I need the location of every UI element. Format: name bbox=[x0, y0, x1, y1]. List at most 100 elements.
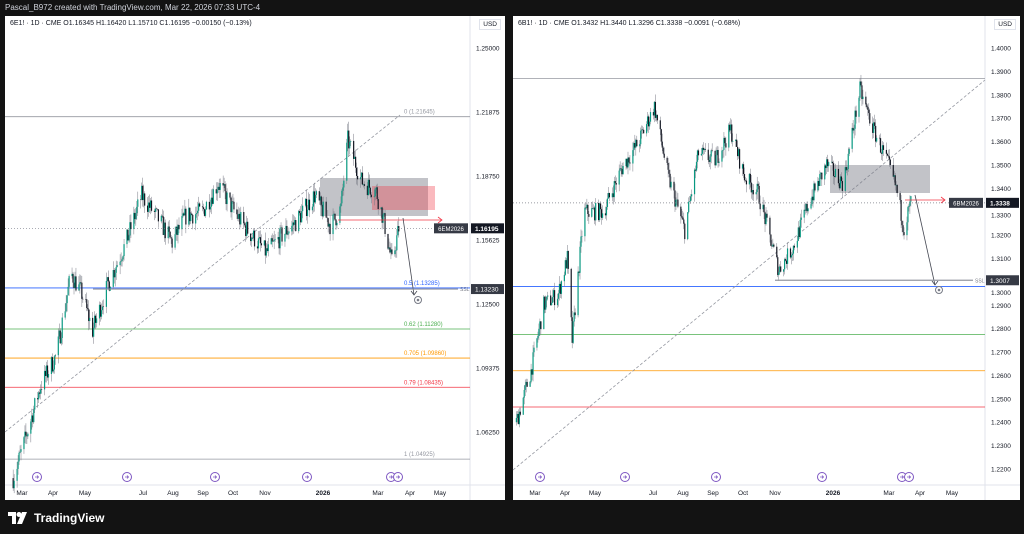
candle-body bbox=[885, 149, 888, 154]
time-tick: Oct bbox=[738, 490, 748, 497]
candle-body bbox=[642, 129, 644, 131]
candle-body bbox=[136, 206, 138, 214]
candle-body bbox=[899, 193, 901, 200]
candle-body bbox=[743, 174, 746, 181]
candle-body bbox=[226, 192, 228, 205]
candle-body bbox=[53, 356, 55, 370]
candle-body bbox=[112, 270, 114, 287]
candle-body bbox=[855, 110, 857, 117]
candle-body bbox=[95, 318, 98, 323]
candle-body bbox=[737, 146, 739, 157]
price-chart-left[interactable]: 1.25000 1.21875 1.18750 1.15625 1.12500 1.093… bbox=[0, 0, 512, 500]
candle-body bbox=[333, 213, 335, 215]
candle-body bbox=[332, 214, 334, 235]
time-tick: Sep bbox=[197, 490, 209, 497]
candle-body bbox=[99, 304, 102, 317]
time-tick: May bbox=[589, 490, 602, 497]
time-tick: Mar bbox=[16, 490, 28, 497]
candle-body bbox=[599, 203, 601, 221]
tradingview-logo[interactable]: TradingView bbox=[8, 511, 104, 525]
last-price-badge bbox=[986, 197, 1019, 208]
candle-body bbox=[715, 154, 717, 166]
candle-body bbox=[785, 260, 788, 264]
candle-body bbox=[236, 209, 238, 215]
candle-body bbox=[387, 233, 389, 249]
candle-body bbox=[819, 174, 821, 186]
candle-body bbox=[82, 298, 84, 300]
candle-body bbox=[335, 219, 337, 226]
candle-body bbox=[591, 208, 593, 217]
candle-body bbox=[360, 172, 363, 178]
candle-body bbox=[161, 215, 163, 217]
candle-body bbox=[844, 167, 846, 191]
candle-body bbox=[67, 286, 69, 296]
candle-body bbox=[604, 213, 607, 216]
candle-body bbox=[828, 162, 830, 167]
time-tick: Aug bbox=[167, 490, 179, 497]
candle-body bbox=[799, 219, 801, 238]
candle-body bbox=[232, 201, 234, 202]
fib-level-label: 0.62 (1.11280) bbox=[404, 322, 443, 328]
price-chart-right[interactable]: 1.4000 1.3900 1.3800 1.3700 1.3600 1.3500 1.34… bbox=[0, 0, 1024, 500]
candle-body bbox=[711, 150, 713, 151]
candle-body bbox=[718, 161, 720, 163]
candle-body bbox=[191, 213, 193, 215]
candle-body bbox=[25, 431, 27, 436]
candle-body bbox=[27, 433, 29, 437]
candle-body bbox=[798, 227, 800, 238]
candle-body bbox=[530, 369, 532, 382]
chart-panel-left[interactable]: 6E1! · 1D · CME O1.16345 H1.16420 L1.157… bbox=[5, 16, 505, 500]
candle-body bbox=[741, 164, 744, 169]
candle-body bbox=[30, 421, 32, 434]
candle-body bbox=[116, 265, 118, 267]
candle-body bbox=[606, 198, 609, 208]
candle-body bbox=[880, 152, 883, 154]
candle-body bbox=[594, 207, 596, 221]
candle-body bbox=[846, 169, 848, 171]
chart-panel-right[interactable]: 6B1! · 1D · CME O1.3432 H1.3440 L1.3296 … bbox=[513, 16, 1020, 500]
candle-body bbox=[396, 235, 398, 251]
candle-body bbox=[840, 176, 842, 182]
candle-body bbox=[780, 266, 782, 272]
candle-body bbox=[653, 101, 656, 116]
candle-body bbox=[601, 213, 604, 218]
candle-body bbox=[867, 107, 869, 110]
ssl-label: SSL bbox=[975, 278, 985, 284]
candle-body bbox=[88, 309, 90, 322]
candle-body bbox=[645, 124, 648, 134]
candle-body bbox=[773, 244, 775, 247]
candle-body bbox=[94, 315, 97, 323]
currency-button[interactable]: USD bbox=[479, 19, 501, 30]
candle-body bbox=[175, 226, 177, 235]
arrow-head-icon bbox=[940, 196, 946, 204]
candle-body bbox=[804, 209, 806, 211]
candle-body bbox=[224, 184, 226, 192]
candle-body bbox=[219, 183, 221, 190]
candle-body bbox=[564, 260, 566, 275]
candle-body bbox=[526, 381, 528, 387]
candle-body bbox=[374, 189, 376, 197]
candle-body bbox=[129, 222, 131, 236]
candle-body bbox=[106, 277, 108, 281]
time-tick: Jul bbox=[649, 490, 658, 497]
candle-body bbox=[661, 141, 663, 148]
candle-body bbox=[566, 250, 568, 269]
candle-body bbox=[160, 215, 162, 222]
candle-body bbox=[571, 317, 573, 343]
currency-button[interactable]: USD bbox=[994, 19, 1016, 30]
candle-body bbox=[142, 185, 144, 201]
candle-body bbox=[115, 266, 117, 273]
candle-body bbox=[81, 282, 83, 299]
candle-body bbox=[252, 230, 255, 239]
time-tick: May bbox=[434, 490, 447, 497]
candle-body bbox=[595, 202, 597, 221]
candle-body bbox=[557, 293, 560, 299]
candle-body bbox=[107, 277, 109, 282]
candle-body bbox=[293, 222, 295, 225]
candle-body bbox=[632, 150, 634, 164]
candle-body bbox=[370, 194, 372, 198]
candle-body bbox=[382, 214, 384, 223]
candle-body bbox=[559, 283, 562, 294]
candle-body bbox=[32, 415, 34, 423]
candle-body bbox=[674, 190, 676, 207]
